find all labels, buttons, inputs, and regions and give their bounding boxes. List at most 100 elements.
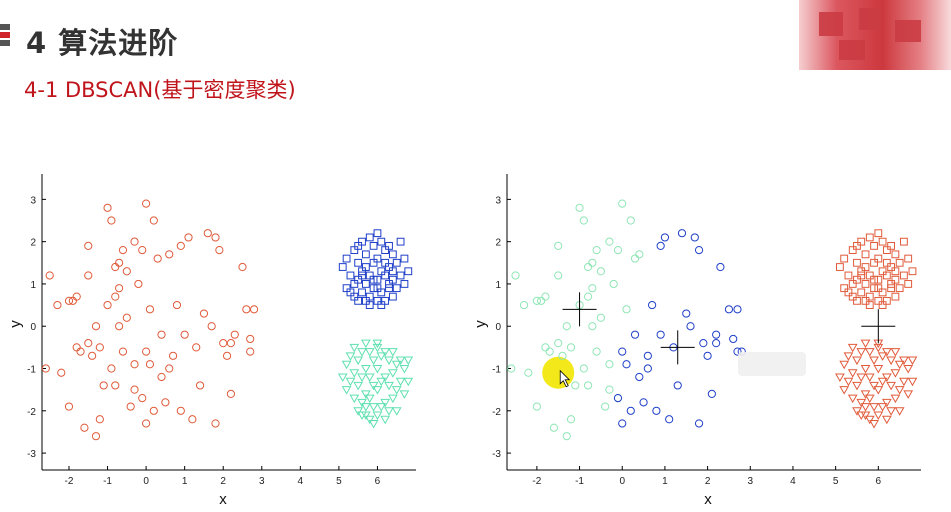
data-point-circle (524, 368, 533, 377)
x-axis-label: x (704, 491, 712, 508)
data-point-circle (682, 309, 691, 318)
data-point-square (404, 267, 413, 276)
data-point-circle (215, 246, 224, 255)
data-point-triangle (345, 352, 356, 361)
data-point-circle (211, 419, 220, 428)
data-point-circle (648, 300, 657, 310)
data-point-circle (652, 406, 661, 415)
x-tick-label: -1 (575, 476, 584, 487)
data-point-triangle (852, 381, 862, 391)
x-tick-label: -1 (103, 476, 112, 487)
data-point-square (365, 301, 374, 309)
data-point-square (887, 241, 896, 250)
data-point-triangle (860, 390, 871, 399)
data-point-square (882, 258, 891, 267)
data-point-circle (145, 360, 155, 369)
y-axis-label: y (472, 320, 489, 328)
data-point-circle (673, 381, 682, 390)
data-point-circle (643, 364, 652, 373)
data-point-square (381, 271, 390, 280)
data-point-triangle (388, 394, 398, 404)
data-point-circle (571, 381, 580, 390)
data-point-square (870, 241, 878, 250)
data-point-triangle (881, 415, 892, 425)
data-point-triangle (364, 394, 375, 404)
data-point-triangle (391, 360, 402, 370)
data-point-square (878, 237, 887, 246)
x-tick-label: 6 (375, 476, 381, 487)
data-point-triangle (345, 377, 356, 387)
data-point-square (848, 292, 857, 301)
data-point-triangle (847, 394, 858, 404)
data-point-circle (103, 203, 112, 212)
page-title: 4 算法进阶 (26, 26, 179, 60)
data-point-circle (111, 292, 120, 301)
data-point-circle (630, 254, 640, 263)
data-point-square (857, 237, 866, 246)
data-point-square (400, 280, 409, 288)
data-point-circle (562, 432, 571, 441)
data-point-square (870, 284, 878, 293)
data-point-square (346, 271, 355, 280)
data-point-triangle (890, 369, 901, 378)
data-point-triangle (886, 407, 896, 416)
data-point-circle (665, 415, 674, 424)
x-tick-label: -2 (532, 476, 541, 487)
data-point-circle (126, 402, 135, 411)
data-point-circle (149, 216, 158, 225)
data-point-circle (57, 368, 66, 377)
data-point-circle (111, 262, 120, 272)
data-point-circle (699, 339, 708, 348)
data-point-square (361, 263, 370, 271)
y-tick-label: 1 (30, 280, 36, 291)
data-point-triangle (881, 398, 892, 408)
y-tick-label: 3 (30, 195, 36, 206)
x-axis-label: x (219, 491, 227, 508)
data-point-triangle (361, 390, 371, 399)
data-point-triangle (353, 407, 364, 416)
data-point-triangle (349, 394, 360, 404)
data-point-circle (118, 347, 128, 356)
data-point-circle (541, 292, 550, 301)
data-point-circle (592, 246, 601, 255)
data-point-square (840, 284, 849, 293)
data-point-square (857, 271, 866, 280)
data-point-triangle (364, 373, 375, 382)
y-tick-label: 0 (495, 322, 501, 333)
data-point-square (354, 258, 363, 267)
data-point-circle (622, 305, 631, 314)
x-tick-label: 1 (662, 476, 668, 487)
data-point-circle (115, 284, 124, 293)
data-point-triangle (877, 403, 888, 412)
data-point-circle (626, 216, 635, 225)
data-point-circle (107, 364, 116, 373)
data-point-triangle (395, 377, 406, 387)
data-point-square (354, 241, 363, 250)
data-point-square (874, 229, 883, 238)
data-point-triangle (907, 377, 918, 387)
y-axis-label: y (7, 320, 24, 328)
data-point-circle (192, 343, 201, 352)
data-point-circle (138, 394, 147, 403)
data-point-square (891, 275, 900, 284)
data-point-circle (103, 300, 112, 310)
data-point-square (840, 254, 849, 263)
data-point-triangle (376, 377, 387, 387)
y-tick-label: 2 (30, 238, 36, 249)
data-point-square (857, 267, 866, 276)
data-point-circle (134, 279, 143, 289)
data-point-triangle (869, 356, 879, 366)
data-point-circle (537, 296, 546, 305)
data-point-circle (690, 233, 699, 242)
data-point-triangle (395, 356, 406, 366)
data-point-triangle (856, 373, 867, 382)
data-point-circle (95, 343, 104, 352)
y-tick-label: -3 (27, 449, 36, 460)
data-point-square (882, 271, 891, 280)
data-point-square (844, 288, 853, 297)
data-point-triangle (873, 411, 884, 421)
data-point-triangle (364, 415, 375, 425)
data-point-square (891, 267, 900, 276)
data-point-square (865, 301, 874, 309)
data-point-triangle (380, 373, 391, 382)
